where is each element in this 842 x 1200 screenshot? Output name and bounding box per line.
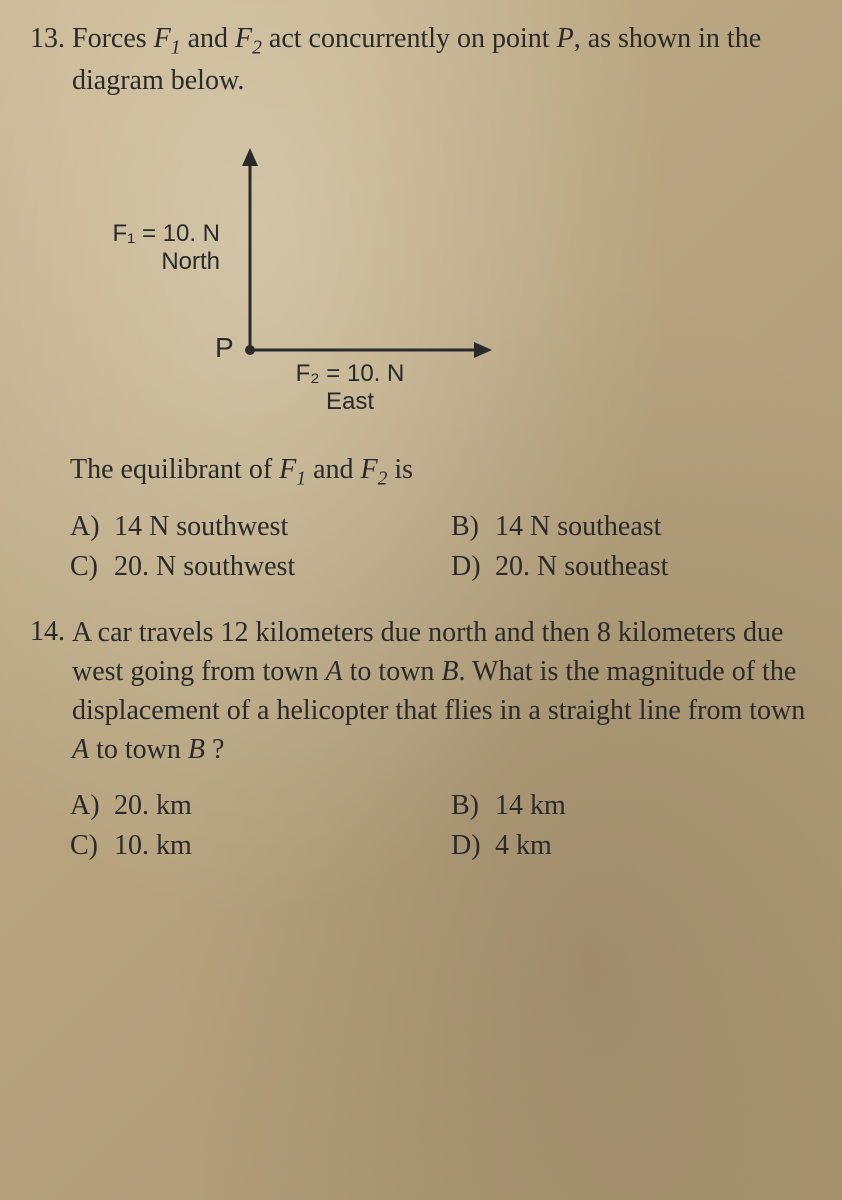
q14-townB2: B bbox=[188, 734, 212, 765]
q13-opt-b-text: 14 N southeast bbox=[495, 511, 661, 543]
q14-mid1: to town bbox=[343, 656, 442, 687]
f2-diagram-label: F₂ = 10. N East bbox=[275, 360, 425, 416]
q13-opt-d-letter: D) bbox=[451, 551, 487, 583]
q13-opt-b-letter: B) bbox=[451, 511, 487, 543]
q14-opt-a-text: 20. km bbox=[114, 790, 192, 822]
q13-mid1: and bbox=[181, 23, 235, 54]
q13-header: 13. Forces F1 and F2 act concurrently on… bbox=[30, 20, 812, 100]
q13-prompt-mid: and bbox=[306, 454, 360, 485]
question-13: 13. Forces F1 and F2 act concurrently on… bbox=[30, 20, 812, 583]
q13-opt-a-letter: A) bbox=[70, 511, 106, 543]
q14-townA2: A bbox=[72, 734, 89, 765]
q14-text: A car travels 12 kilometers due north an… bbox=[72, 613, 812, 770]
q13-prompt: The equilibrant of F1 and F2 is bbox=[70, 450, 812, 493]
q13-f1: F1 bbox=[154, 23, 181, 54]
origin-point bbox=[245, 345, 255, 355]
q13-prompt-pre: The equilibrant of bbox=[70, 454, 279, 485]
q14-mid3: to town bbox=[89, 734, 188, 765]
q13-text-pre: Forces bbox=[72, 23, 154, 54]
q13-prompt-post: is bbox=[387, 454, 413, 485]
q14-opt-c-letter: C) bbox=[70, 830, 106, 862]
q14-number: 14. bbox=[30, 613, 72, 651]
q13-option-d[interactable]: D) 20. N southeast bbox=[451, 551, 812, 583]
q13-option-b[interactable]: B) 14 N southeast bbox=[451, 511, 812, 543]
f1-direction: North bbox=[90, 248, 220, 276]
f1-diagram-label: F₁ = 10. N North bbox=[90, 220, 220, 276]
q14-option-a[interactable]: A) 20. km bbox=[70, 790, 431, 822]
question-14: 14. A car travels 12 kilometers due nort… bbox=[30, 613, 812, 862]
q14-townA1: A bbox=[326, 656, 343, 687]
q14-opt-b-letter: B) bbox=[451, 790, 487, 822]
f1-value: F₁ = 10. N bbox=[90, 220, 220, 248]
north-arrowhead bbox=[242, 148, 258, 166]
east-arrowhead bbox=[474, 342, 492, 358]
q13-number: 13. bbox=[30, 20, 72, 58]
f2-direction: East bbox=[275, 388, 425, 416]
q14-options: A) 20. km B) 14 km C) 10. km D) 4 km bbox=[70, 790, 812, 862]
q13-opt-c-letter: C) bbox=[70, 551, 106, 583]
q14-header: 14. A car travels 12 kilometers due nort… bbox=[30, 613, 812, 770]
f2-value: F₂ = 10. N bbox=[275, 360, 425, 388]
q13-options: A) 14 N southwest B) 14 N southeast C) 2… bbox=[70, 511, 812, 583]
q13-opt-a-text: 14 N southwest bbox=[114, 511, 288, 543]
q14-opt-d-text: 4 km bbox=[495, 830, 552, 862]
q13-opt-d-text: 20. N southeast bbox=[495, 551, 668, 583]
q14-post: ? bbox=[212, 734, 224, 765]
q13-diagram: F₁ = 10. N North F₂ = 10. N East P bbox=[100, 140, 500, 420]
q14-option-b[interactable]: B) 14 km bbox=[451, 790, 812, 822]
q14-opt-a-letter: A) bbox=[70, 790, 106, 822]
q14-opt-c-text: 10. km bbox=[114, 830, 192, 862]
q14-option-d[interactable]: D) 4 km bbox=[451, 830, 812, 862]
q14-opt-b-text: 14 km bbox=[495, 790, 566, 822]
q13-option-a[interactable]: A) 14 N southwest bbox=[70, 511, 431, 543]
q13-mid2: act concurrently on point bbox=[262, 23, 557, 54]
q13-prompt-f2: F2 bbox=[361, 454, 388, 485]
q13-opt-c-text: 20. N southwest bbox=[114, 551, 295, 583]
q13-prompt-f1: F1 bbox=[279, 454, 306, 485]
p-diagram-label: P bbox=[215, 332, 234, 364]
q13-f2: F2 bbox=[235, 23, 262, 54]
q13-text: Forces F1 and F2 act concurrently on poi… bbox=[72, 20, 812, 100]
q14-option-c[interactable]: C) 10. km bbox=[70, 830, 431, 862]
q13-option-c[interactable]: C) 20. N southwest bbox=[70, 551, 431, 583]
q14-townB1: B bbox=[441, 656, 458, 687]
q13-p: P bbox=[557, 23, 574, 54]
q14-opt-d-letter: D) bbox=[451, 830, 487, 862]
